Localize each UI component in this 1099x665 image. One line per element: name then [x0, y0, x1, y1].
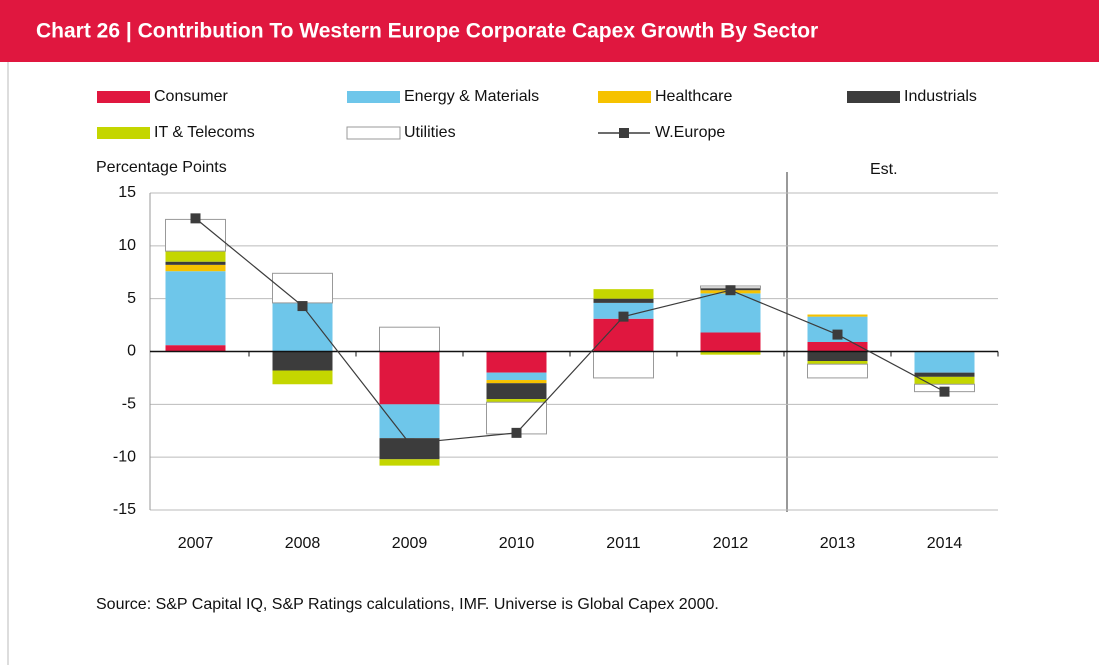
- line-marker: [511, 427, 522, 438]
- line-marker: [939, 386, 950, 397]
- legend-label: Industrials: [904, 88, 977, 105]
- legend-label: Utilities: [404, 124, 456, 141]
- y-tick-label: -5: [122, 396, 136, 413]
- legend-label: Energy & Materials: [404, 88, 539, 105]
- legend-label: W.Europe: [655, 124, 725, 141]
- bar-segment: [700, 332, 761, 352]
- bar-segment: [700, 293, 761, 333]
- y-tick-label: 10: [118, 237, 136, 254]
- legend-swatch: [598, 91, 651, 103]
- bar-segment: [379, 459, 440, 466]
- legend-swatch: [97, 91, 150, 103]
- line-marker: [404, 438, 415, 449]
- bar-segment: [272, 272, 333, 304]
- bar-segment: [593, 318, 654, 352]
- y-tick-label: 15: [118, 184, 136, 201]
- bar-segment: [700, 351, 761, 355]
- legend-swatch: [347, 91, 400, 103]
- bar-segment: [914, 351, 975, 373]
- bar-segment: [486, 380, 547, 384]
- line-marker: [297, 301, 308, 312]
- bar-segment: [807, 363, 868, 379]
- line-marker: [725, 285, 736, 296]
- bar-segment: [593, 298, 654, 303]
- bar-segment: [165, 345, 226, 352]
- bar-segment: [165, 264, 226, 272]
- legend-swatch: [346, 126, 401, 140]
- bar-segment: [807, 341, 868, 352]
- x-tick-label: 2007: [178, 535, 214, 552]
- bar-segment: [914, 372, 975, 377]
- source: Source: S&P Capital IQ, S&P Ratings calc…: [96, 596, 719, 613]
- series-line: [195, 217, 945, 445]
- x-tick-label: 2011: [606, 535, 641, 552]
- x-tick-label: 2014: [927, 535, 963, 552]
- bar-segment: [165, 251, 226, 262]
- bar-segment: [165, 261, 226, 265]
- legend-label: Consumer: [154, 88, 228, 105]
- x-tick-label: 2010: [499, 535, 535, 552]
- line-marker: [832, 329, 843, 340]
- y-tick-label: 0: [127, 343, 136, 360]
- legend-label: Healthcare: [655, 88, 732, 105]
- bar-segment: [272, 370, 333, 385]
- bar-segment: [486, 351, 547, 373]
- legend-swatch: [847, 91, 900, 103]
- bar-segment: [807, 351, 868, 362]
- bar-segment: [165, 271, 226, 346]
- bar-segment: [272, 351, 333, 371]
- line-marker: [190, 213, 201, 224]
- bar-segment: [593, 351, 654, 379]
- bar-segment: [379, 438, 440, 460]
- y-tick-label: -15: [113, 501, 136, 518]
- bar-segment: [807, 361, 868, 365]
- bar-segment: [379, 326, 440, 352]
- legend-marker: [619, 128, 629, 138]
- x-tick-label: 2013: [820, 535, 856, 552]
- legend-label: IT & Telecoms: [154, 124, 255, 141]
- bar-segment: [593, 289, 654, 299]
- legend-swatch: [97, 127, 150, 139]
- y-tick-label: -10: [113, 448, 136, 465]
- y-tick-label: 5: [127, 290, 136, 307]
- annotation: Est.: [870, 161, 898, 178]
- bar-segment: [486, 372, 547, 381]
- bar-segment: [486, 399, 547, 403]
- chart-title: Chart 26 | Contribution To Western Europ…: [36, 20, 818, 43]
- bar-segment: [593, 302, 654, 319]
- x-tick-label: 2008: [285, 535, 321, 552]
- bar-segment: [486, 383, 547, 400]
- x-tick-label: 2009: [392, 535, 428, 552]
- y-axis-label: Percentage Points: [96, 159, 227, 176]
- x-tick-label: 2012: [713, 535, 749, 552]
- line-marker: [618, 311, 629, 322]
- title-bar: [0, 0, 1099, 62]
- bar-segment: [807, 314, 868, 317]
- bar-segment: [379, 351, 440, 405]
- bar-segment: [914, 376, 975, 385]
- bar-segment: [379, 404, 440, 439]
